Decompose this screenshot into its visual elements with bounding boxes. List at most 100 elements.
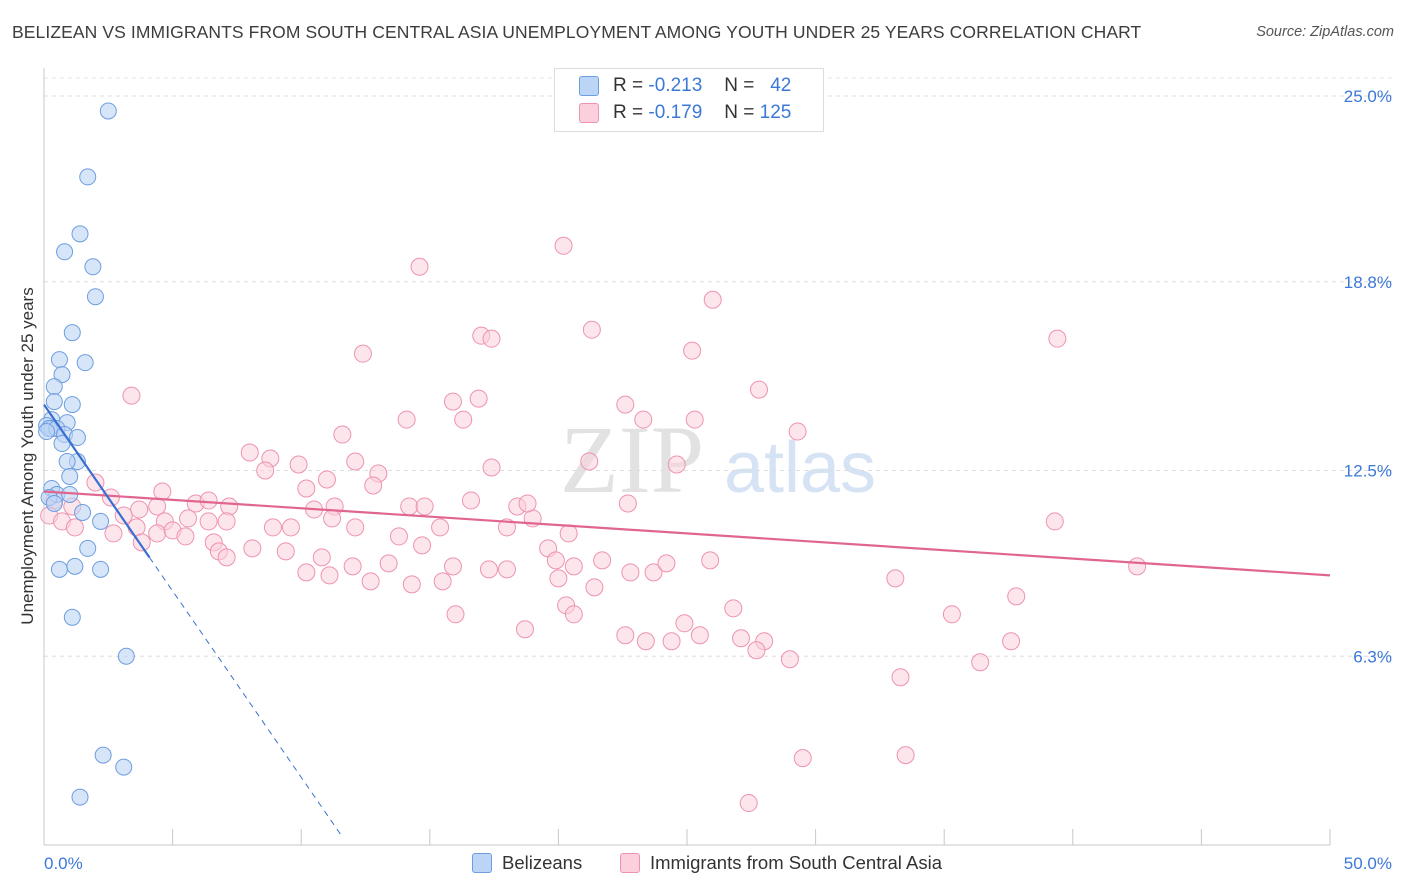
- immigrants-point: [263, 518, 282, 537]
- immigrants-point: [896, 746, 915, 765]
- immigrants-point: [461, 491, 480, 510]
- immigrants-point: [361, 572, 380, 591]
- immigrants-point: [750, 380, 769, 399]
- immigrants-point: [690, 626, 709, 645]
- immigrants-point: [1007, 587, 1026, 606]
- legend-row-belizeans: R = -0.213 N = 42: [579, 74, 791, 98]
- immigrants-point: [343, 557, 362, 576]
- immigrants-point: [559, 524, 578, 543]
- belizeans-point: [53, 366, 71, 384]
- immigrants-legend-label: Immigrants from South Central Asia: [650, 852, 942, 873]
- belizeans-point: [94, 746, 112, 764]
- immigrants-point: [153, 482, 172, 501]
- immigrants-point: [433, 572, 452, 591]
- immigrants-point: [634, 410, 653, 429]
- immigrants-point: [780, 650, 799, 669]
- immigrants-point: [346, 452, 365, 471]
- immigrants-point: [1048, 329, 1067, 348]
- belizeans-swatch-icon: [579, 76, 599, 96]
- belizeans-point: [76, 354, 94, 372]
- immigrants-point: [479, 560, 498, 579]
- immigrants-point: [454, 410, 473, 429]
- belizeans-point: [56, 243, 74, 261]
- series-legend-immigrants[interactable]: Immigrants from South Central Asia: [620, 851, 942, 875]
- belizeans-trend-line: [43, 403, 151, 559]
- belizeans-point: [45, 494, 63, 512]
- immigrants-point: [667, 455, 686, 474]
- immigrants-point: [346, 518, 365, 537]
- immigrants-point: [636, 632, 655, 651]
- immigrants-point: [621, 563, 640, 582]
- immigrants-point: [701, 551, 720, 570]
- series-legend-belizeans[interactable]: Belizeans: [472, 851, 582, 875]
- immigrants-point: [379, 554, 398, 573]
- y-axis-label: Unemployment Among Youth under 25 years: [18, 287, 37, 625]
- immigrants-point: [443, 392, 462, 411]
- belizeans-point: [38, 423, 56, 441]
- immigrants-point: [732, 629, 751, 648]
- immigrants-r-value: -0.179: [648, 102, 703, 123]
- immigrants-point: [431, 518, 450, 537]
- immigrants-point: [256, 461, 275, 480]
- belizeans-point: [58, 453, 76, 471]
- immigrants-point: [323, 509, 342, 528]
- belizeans-point: [79, 168, 97, 186]
- immigrants-point: [747, 641, 766, 660]
- immigrants-point: [515, 620, 534, 639]
- belizeans-point: [68, 429, 86, 447]
- immigrants-point: [564, 605, 583, 624]
- immigrants-trend-line: [43, 490, 1331, 577]
- immigrants-point: [788, 422, 807, 441]
- immigrants-point: [549, 569, 568, 588]
- immigrants-point: [739, 794, 758, 813]
- y-tick-label: 18.8%: [1344, 273, 1392, 292]
- y-tick-label: 12.5%: [1344, 462, 1392, 481]
- immigrants-point: [497, 518, 516, 537]
- immigrants-point: [65, 518, 84, 537]
- immigrants-point: [353, 344, 372, 363]
- immigrants-point: [297, 563, 316, 582]
- immigrants-point: [240, 443, 259, 462]
- immigrants-n-value: 125: [759, 102, 792, 123]
- immigrants-point: [886, 569, 905, 588]
- immigrants-point: [593, 551, 612, 570]
- immigrants-point: [176, 527, 195, 546]
- chart-title: BELIZEAN VS IMMIGRANTS FROM SOUTH CENTRA…: [12, 22, 1142, 42]
- immigrants-point: [616, 626, 635, 645]
- belizeans-point: [63, 396, 81, 414]
- n-label: N =: [724, 102, 755, 123]
- immigrants-point: [148, 524, 167, 543]
- n-label: N =: [724, 75, 755, 96]
- belizeans-point: [117, 647, 135, 665]
- belizeans-point: [99, 102, 117, 120]
- x-tick-label-min: 0.0%: [44, 854, 83, 873]
- immigrants-point: [179, 509, 198, 528]
- immigrants-point: [657, 554, 676, 573]
- immigrants-swatch-icon: [579, 103, 599, 123]
- immigrants-point: [497, 560, 516, 579]
- immigrants-point: [443, 557, 462, 576]
- immigrants-point: [114, 506, 133, 525]
- immigrants-point: [662, 632, 681, 651]
- x-tick-label-max: 50.0%: [1344, 854, 1392, 873]
- immigrants-point: [971, 653, 990, 672]
- immigrants-point: [217, 548, 236, 567]
- immigrants-point: [281, 518, 300, 537]
- immigrants-point: [312, 548, 331, 567]
- immigrants-point: [413, 536, 432, 555]
- immigrants-point: [243, 539, 262, 558]
- immigrants-point: [469, 389, 488, 408]
- immigrants-point: [130, 500, 149, 519]
- r-label: R =: [613, 102, 644, 123]
- immigrants-point: [564, 557, 583, 576]
- y-tick-label: 25.0%: [1344, 87, 1392, 106]
- immigrants-point: [276, 542, 295, 561]
- immigrants-point: [724, 599, 743, 618]
- belizeans-point: [71, 225, 89, 243]
- immigrants-point: [199, 512, 218, 531]
- belizeans-point: [71, 788, 89, 806]
- immigrants-point: [104, 524, 123, 543]
- belizeans-point: [92, 512, 110, 530]
- immigrants-point: [389, 527, 408, 546]
